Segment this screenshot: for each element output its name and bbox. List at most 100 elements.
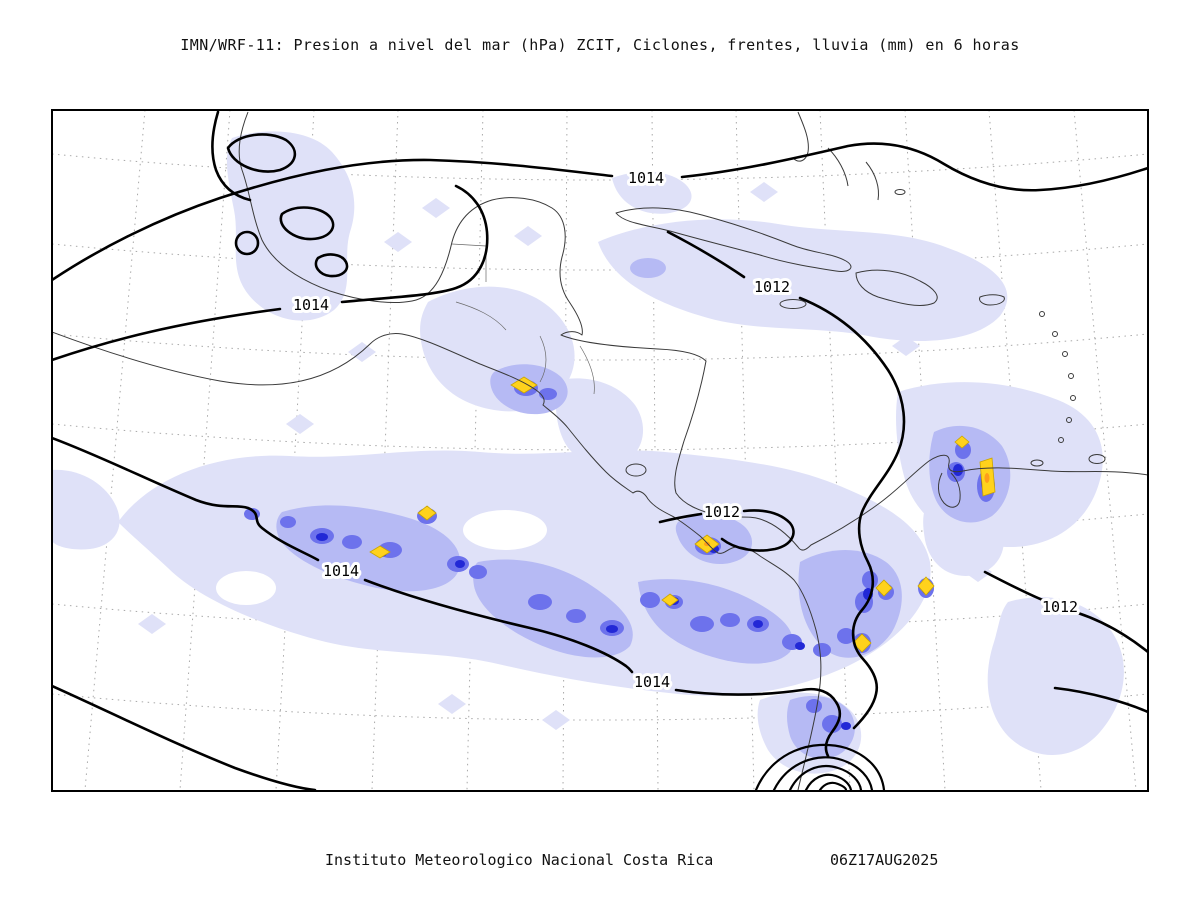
coast-bahamas-island (894, 189, 906, 195)
coast-antilles-island (1066, 417, 1072, 423)
rain-cell (53, 469, 120, 550)
isobar-1012-caribbean-b (798, 296, 906, 730)
isobar-label: 1012 (1042, 598, 1078, 616)
rain-cell (640, 592, 660, 608)
coast-pacific (53, 331, 822, 790)
rain-cell (987, 597, 1124, 756)
cyclone-contours (754, 743, 886, 790)
coast-antilles-island (1068, 373, 1074, 379)
rain-cell-extreme (417, 505, 437, 521)
coast-antilles-island (1062, 351, 1068, 357)
rain-cell (841, 722, 851, 730)
coast-antilles-island (1058, 437, 1064, 443)
rain-cell (566, 609, 586, 623)
isobar-closed-low (314, 253, 349, 278)
rain-cell (182, 474, 210, 494)
rain-cell (555, 378, 644, 467)
isobar-label: 1014 (628, 169, 664, 187)
isobar-1014-top-a (53, 158, 614, 281)
rain-cell (690, 246, 718, 266)
rain-cell-severe (984, 473, 990, 483)
chart-title: IMN/WRF-11: Presion a nivel del mar (hPa… (180, 36, 1020, 54)
coast-margarita (1030, 459, 1044, 467)
rain-cell (606, 625, 618, 633)
coast-mainland-caribbean (238, 111, 1147, 551)
rain-cell (276, 505, 461, 592)
isobar-1014-upperleft-a (53, 307, 282, 362)
isobar-topleft-segment (211, 111, 252, 202)
isobar-label: 1014 (634, 673, 670, 691)
isobar-1012-right-b (1076, 611, 1147, 653)
coast-cuba (615, 207, 852, 272)
rain-cell (720, 613, 740, 627)
rain-cell (612, 171, 692, 214)
rain-cell (795, 642, 805, 650)
rain-cell (384, 232, 412, 252)
isobars (53, 111, 1147, 790)
rain-cell (542, 710, 570, 730)
rain-cell (964, 562, 992, 582)
isobar-closed-low (279, 206, 335, 241)
isobar-label: 1014 (323, 562, 359, 580)
coast-lake-maracaibo (938, 472, 961, 508)
coast-lake-nicaragua (625, 463, 647, 477)
rain-cell (455, 560, 465, 568)
rain-cell (822, 292, 850, 312)
isobar-1014-lower-c (674, 687, 842, 758)
rain-cell (753, 620, 763, 628)
rain-cell (316, 533, 328, 541)
rain-cell-extreme (917, 576, 935, 596)
coast-hispaniola (855, 269, 938, 306)
rain-cell-extreme (875, 579, 893, 597)
coast-trinidad (1088, 454, 1106, 464)
rain-cell (342, 535, 362, 549)
coast-florida-tip (792, 111, 809, 162)
isobar-label: 1012 (704, 503, 740, 521)
valid-time: 06Z17AUG2025 (830, 851, 939, 869)
rain-cell (813, 643, 831, 657)
rain-cell (862, 571, 878, 589)
isobar-closed-low (226, 133, 297, 173)
rain-cell (822, 715, 842, 733)
rain-cell (837, 628, 855, 644)
isobar-label: 1012 (754, 278, 790, 296)
rain-cell-extreme (369, 545, 391, 559)
institution-credit: Instituto Meteorologico Nacional Costa R… (325, 851, 714, 869)
isobar-labels: 1014 1014 1012 1012 1014 1014 1012 (290, 166, 1081, 694)
rain-cell (690, 616, 714, 632)
isobar-1014-upperleft-b (340, 184, 489, 304)
isobar-closed-low (234, 230, 260, 256)
isobar-1014-pacific-b (363, 578, 634, 674)
coastlines (53, 111, 1147, 790)
rain-cell (514, 226, 542, 246)
rain-cell (787, 696, 855, 759)
coast-jamaica (779, 299, 807, 309)
isobar-1012-caribbean-a (666, 230, 746, 279)
rain-cell (953, 464, 963, 476)
rain-cell-extreme (852, 633, 872, 653)
isobar-label: 1014 (293, 296, 329, 314)
rain-cell (806, 699, 822, 713)
rain-cell-extreme (954, 435, 970, 449)
rain-cell (528, 594, 552, 610)
isobar-1012-panama-b (720, 509, 795, 552)
rain-cell (473, 559, 633, 658)
isobar-bottom-right (1053, 686, 1147, 713)
rain-cell (630, 258, 666, 278)
coast-antilles-island (1052, 331, 1058, 337)
rain-cell (422, 198, 450, 218)
rain-cell (539, 388, 557, 400)
rain-cell (750, 182, 778, 202)
isobar-1012-panama-a (658, 512, 703, 524)
rain-holes (216, 510, 634, 713)
rain-cell (280, 516, 296, 528)
rain-cell-extreme (510, 376, 538, 394)
rain-cell-extreme (661, 593, 679, 607)
rain-cell (438, 694, 466, 714)
isobar-1012-right-a (983, 570, 1047, 603)
isobar-bottom-left (53, 685, 317, 790)
isobar-1014-top-b (680, 142, 1147, 192)
rain-cell (138, 614, 166, 634)
